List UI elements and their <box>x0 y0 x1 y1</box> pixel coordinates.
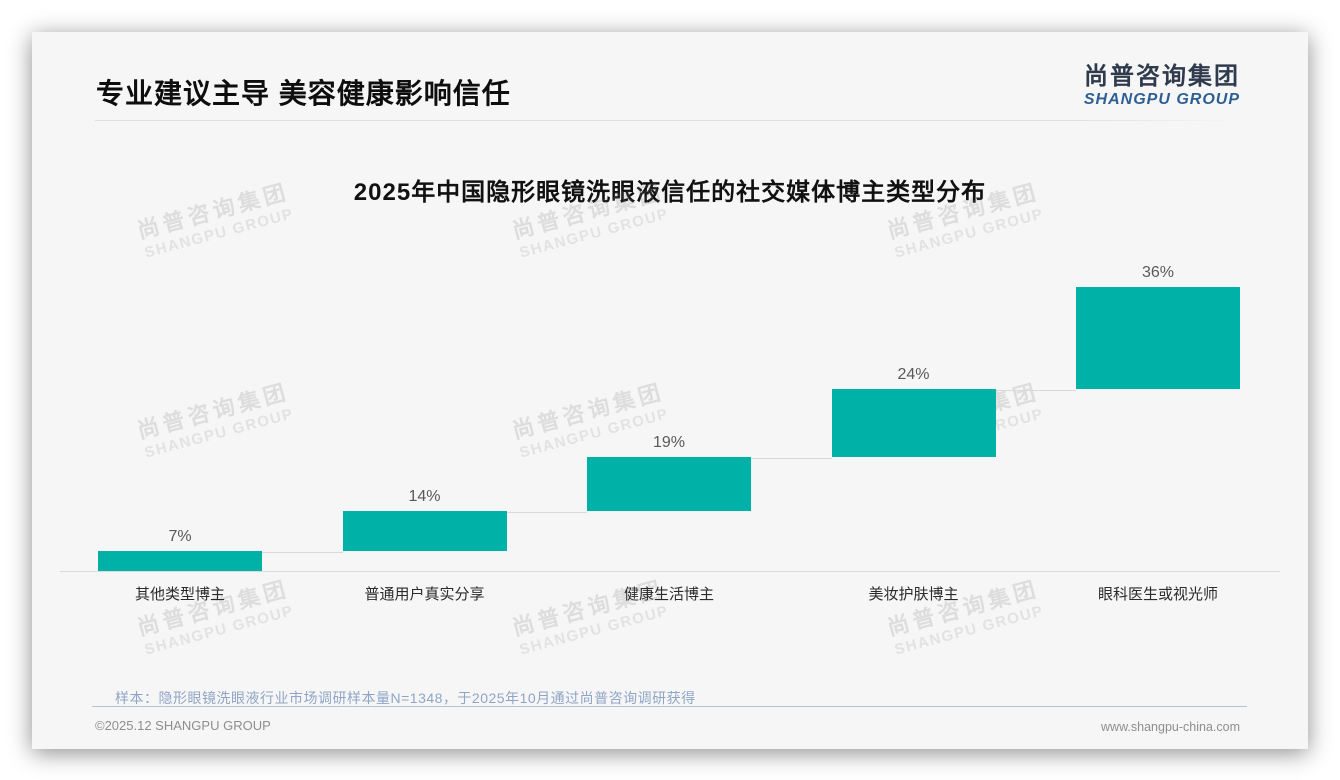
footer-divider <box>92 706 1247 707</box>
bar-value-label: 24% <box>897 366 930 384</box>
bar-4 <box>831 389 996 458</box>
category-label: 美妆护肤博主 <box>868 586 959 603</box>
bar-value-label: 36% <box>1141 264 1175 281</box>
copyright-text: ©2025.12 SHANGPU GROUP <box>95 718 271 733</box>
logo-text-zh: 尚普咨询集团 <box>1084 63 1240 90</box>
logo-text-en: SHANGPU GROUP <box>1083 91 1240 108</box>
step-connector <box>751 458 832 460</box>
company-logo: 尚普咨询集团 SHANGPU GROUP <box>1084 56 1240 109</box>
category-label: 健康生活博主 <box>623 586 714 603</box>
header-divider <box>95 120 1240 121</box>
category-label: 其他类型博主 <box>134 586 225 603</box>
report-card: 专业建议主导 美容健康影响信任 尚普咨询集团 SHANGPU GROUP 202… <box>32 32 1308 749</box>
bar-5 <box>1076 287 1240 390</box>
bar-2 <box>342 511 507 552</box>
category-label: 普通用户真实分享 <box>364 586 485 603</box>
page-title: 专业建议主导 美容健康影响信任 <box>96 78 511 109</box>
waterfall-chart: 7% 其他类型博主 14% 普通用户真实分享 19% 健康生活博主 24% 美妆护肤博主 36%… <box>60 264 1280 603</box>
bar-1 <box>98 551 262 571</box>
sample-note: 样本：隐形眼镜洗眼液行业市场调研样本量N=1348，于2025年10月通过尚普咨… <box>115 690 696 706</box>
step-connector <box>995 390 1076 392</box>
step-connector <box>262 552 343 554</box>
bar-value-label: 19% <box>652 434 686 452</box>
bar-3 <box>587 457 751 512</box>
website-text: www.shangpu-china.com <box>1101 720 1240 734</box>
bar-value-label: 7% <box>168 528 192 546</box>
step-connector <box>506 512 587 514</box>
chart-title: 2025年中国隐形眼镜洗眼液信任的社交媒体博主类型分布 <box>353 179 987 206</box>
bar-value-label: 14% <box>408 488 441 506</box>
category-label: 眼科医生或视光师 <box>1097 586 1218 603</box>
